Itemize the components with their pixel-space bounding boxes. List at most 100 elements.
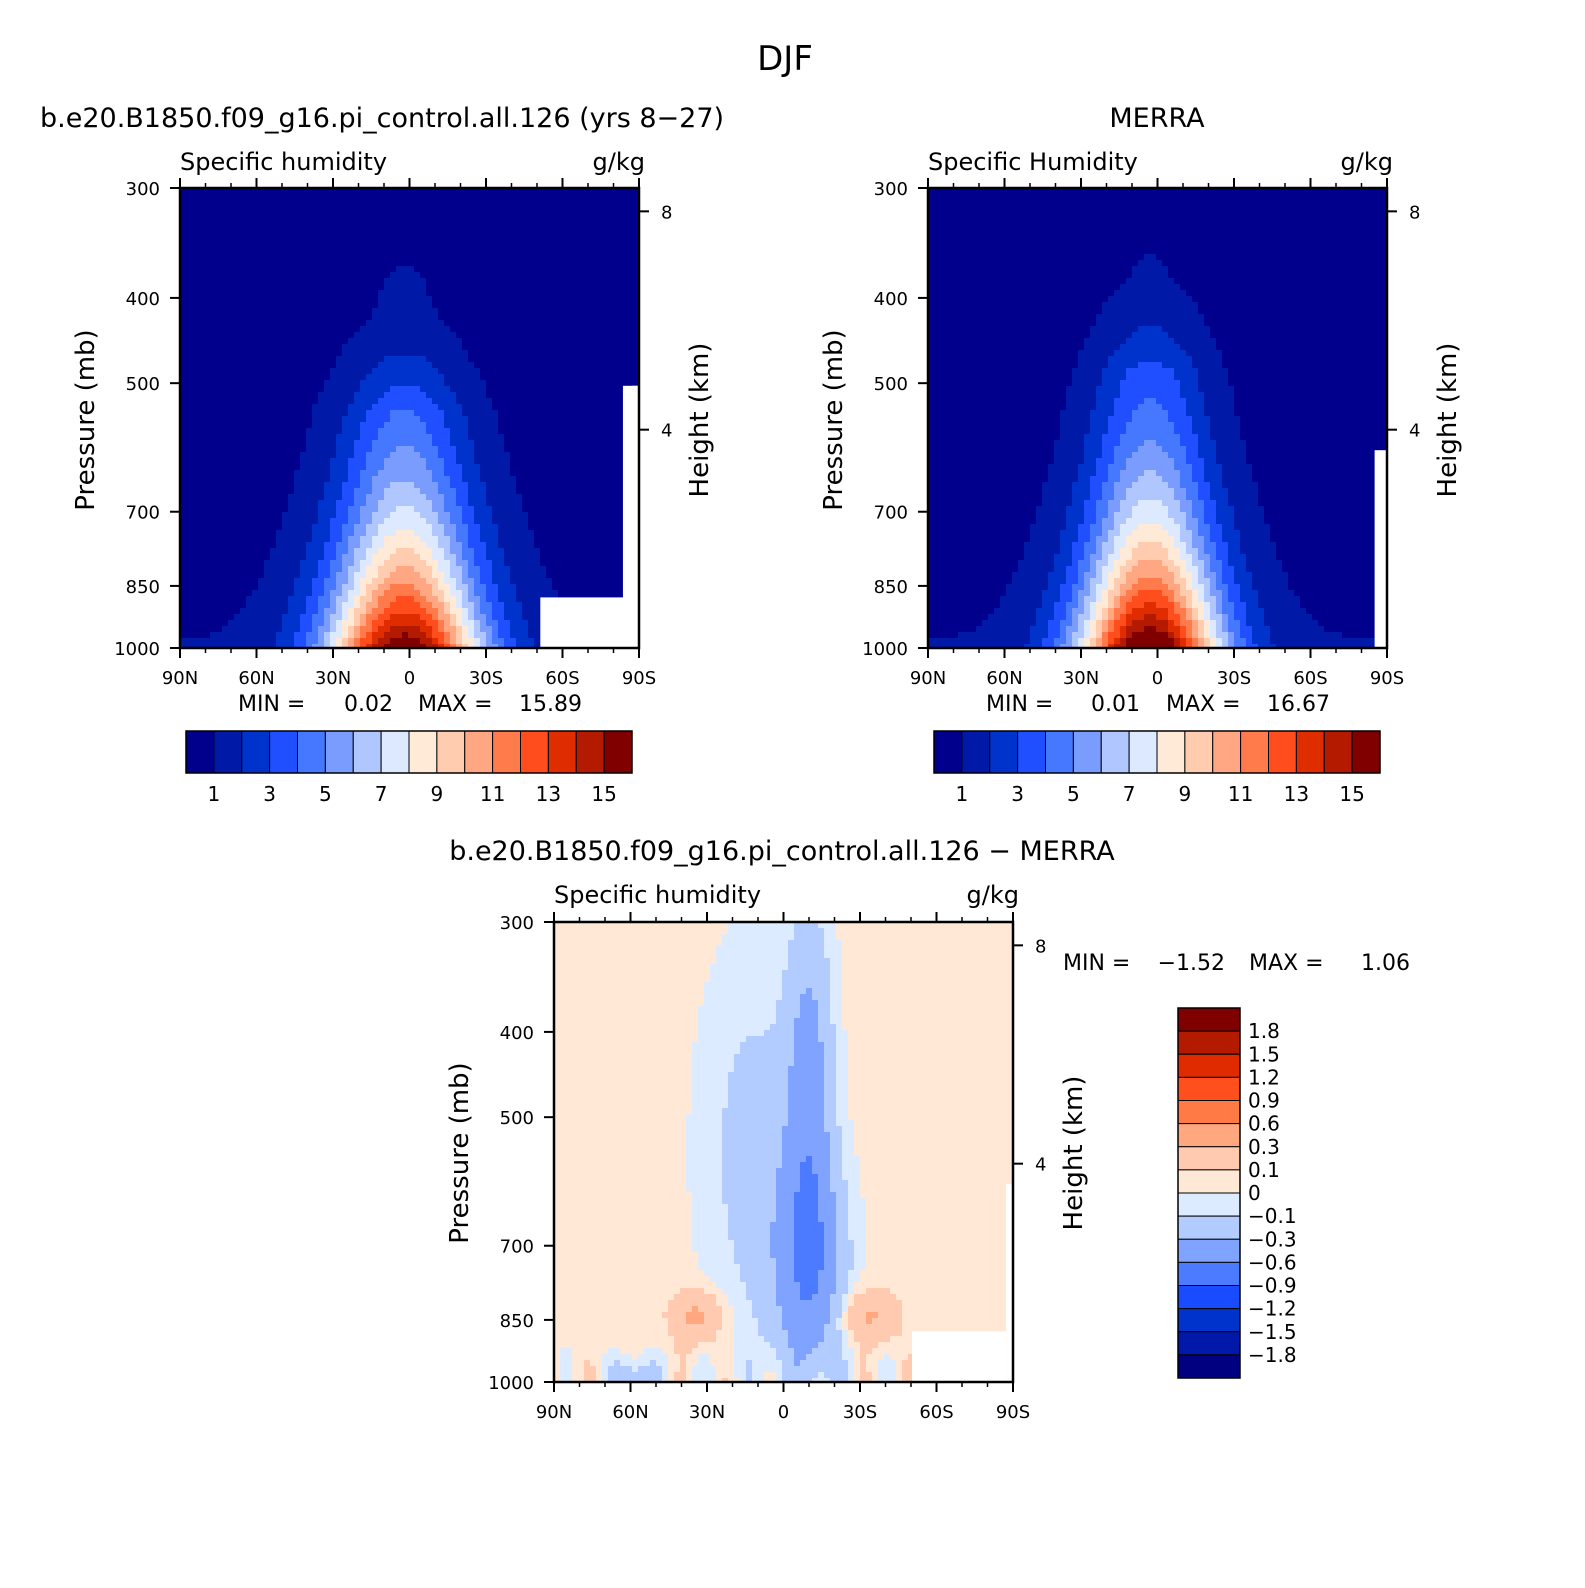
contour-cell xyxy=(806,988,813,995)
contour-cell xyxy=(836,1204,849,1211)
contour-cell xyxy=(686,1156,723,1163)
contour-cell xyxy=(1186,614,1193,621)
contour-cell xyxy=(782,988,807,995)
contour-cell xyxy=(1270,638,1388,645)
contour-cell xyxy=(1072,548,1085,555)
contour-cell xyxy=(324,632,331,639)
contour-cell xyxy=(1234,614,1247,621)
contour-cell xyxy=(1054,608,1067,615)
contour-cell xyxy=(1114,638,1121,645)
contour-cell xyxy=(1228,590,1241,597)
contour-cell xyxy=(1228,494,1259,501)
contour-cell xyxy=(928,326,1091,333)
contour-cell xyxy=(360,584,367,591)
contour-cell xyxy=(468,428,499,435)
contour-cell xyxy=(180,614,235,621)
contour-cell xyxy=(492,512,529,519)
contour-cell xyxy=(1198,554,1211,561)
contour-cell xyxy=(866,1258,1014,1265)
contour-cell xyxy=(782,976,831,983)
contour-cell xyxy=(554,1324,669,1331)
contour-cell xyxy=(1054,614,1067,621)
contour-cell xyxy=(692,1372,717,1379)
contour-cell xyxy=(336,584,343,591)
contour-cell xyxy=(1066,632,1073,639)
contour-cell xyxy=(800,1006,819,1013)
contour-cell xyxy=(1186,632,1193,639)
contour-cell xyxy=(1102,614,1109,621)
x-tick-label: 0 xyxy=(778,1402,789,1423)
contour-cell xyxy=(716,1330,735,1337)
contour-cell xyxy=(1204,632,1211,639)
x-tick-label: 60N xyxy=(612,1402,648,1423)
contour-cell xyxy=(444,572,451,579)
contour-cell xyxy=(438,536,451,543)
contour-cell xyxy=(444,524,457,531)
contour-cell xyxy=(1192,554,1199,561)
contour-cell xyxy=(1204,566,1211,573)
contour-cell xyxy=(492,572,511,579)
contour-cell xyxy=(1252,470,1388,477)
contour-cell xyxy=(498,524,529,531)
contour-cell xyxy=(740,1264,777,1271)
missing-data-mask xyxy=(540,385,639,648)
contour-cell xyxy=(572,1366,585,1373)
contour-cell xyxy=(1102,644,1109,649)
contour-cell xyxy=(1180,386,1199,393)
contour-cell xyxy=(510,578,553,585)
contour-cell xyxy=(546,566,640,573)
contour-cell xyxy=(1102,380,1121,387)
contour-cell xyxy=(866,1252,1014,1259)
contour-cell xyxy=(554,1078,693,1085)
contour-cell xyxy=(486,548,505,555)
x-tick-label: 30N xyxy=(1063,668,1099,689)
contour-cell xyxy=(312,626,319,633)
contour-cell xyxy=(420,572,433,579)
contour-cell xyxy=(1126,428,1175,435)
contour-cell xyxy=(468,524,481,531)
contour-cell xyxy=(824,1222,837,1229)
contour-cell xyxy=(324,554,337,561)
contour-cell xyxy=(794,1246,825,1253)
contour-cell xyxy=(414,548,433,555)
contour-cell xyxy=(384,620,427,627)
contour-cell xyxy=(318,632,325,639)
contour-cell xyxy=(468,632,475,639)
contour-cell xyxy=(390,554,421,561)
contour-cell xyxy=(1222,524,1235,531)
contour-cell xyxy=(554,1228,693,1235)
contour-cell xyxy=(848,1294,855,1301)
panel-model-min-label: MIN = xyxy=(238,692,305,717)
contour-cell xyxy=(788,1342,819,1349)
contour-cell xyxy=(830,1312,843,1319)
contour-cell xyxy=(668,1378,675,1383)
contour-cell xyxy=(1102,578,1109,585)
contour-cell xyxy=(516,644,535,649)
contour-cell xyxy=(366,530,379,537)
missing-data-mask xyxy=(1374,450,1387,648)
contour-cell xyxy=(1138,476,1163,483)
contour-cell xyxy=(818,1024,837,1031)
contour-cell xyxy=(1072,614,1079,621)
contour-cell xyxy=(928,602,1001,609)
contour-cell xyxy=(1138,404,1163,411)
contour-cell xyxy=(180,218,640,225)
contour-cell xyxy=(668,1300,717,1307)
contour-cell xyxy=(1258,596,1301,603)
contour-cell xyxy=(848,1210,867,1217)
contour-cell xyxy=(928,566,1019,573)
contour-cell xyxy=(1078,590,1091,597)
contour-cell xyxy=(180,428,307,435)
contour-cell xyxy=(698,1018,777,1025)
contour-cell xyxy=(1132,266,1169,273)
contour-cell xyxy=(824,1084,837,1091)
contour-cell xyxy=(510,464,640,471)
contour-cell xyxy=(1072,560,1079,567)
colorbar-box xyxy=(1128,730,1158,774)
contour-cell xyxy=(830,1294,843,1301)
contour-cell xyxy=(662,1378,669,1383)
contour-cell xyxy=(692,1234,729,1241)
contour-cell xyxy=(836,1264,855,1271)
contour-cell xyxy=(928,422,1061,429)
contour-cell xyxy=(1114,410,1133,417)
